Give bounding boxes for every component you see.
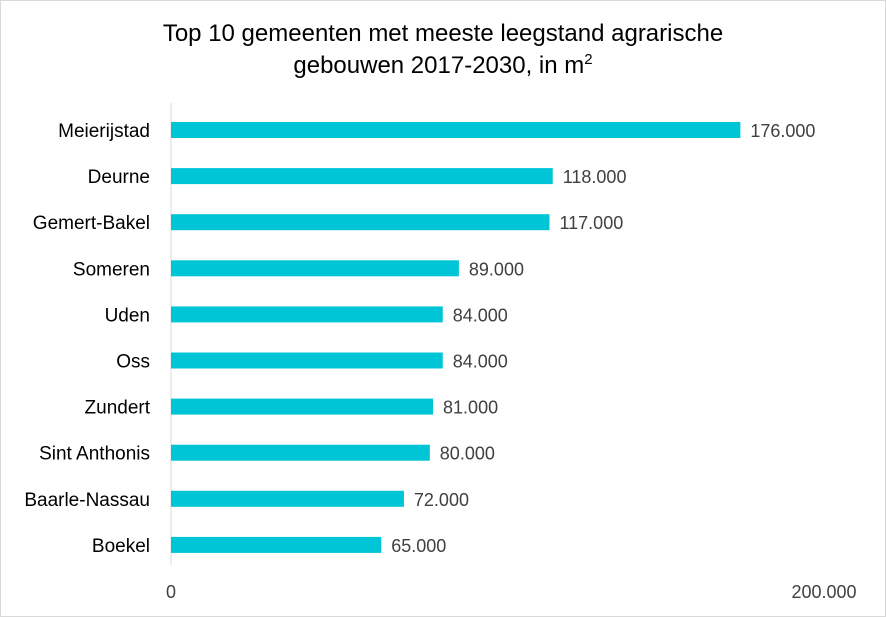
data-label-5: 84.000 — [453, 352, 508, 372]
category-label-5: Oss — [116, 352, 150, 373]
chart-title-line2-text: gebouwen 2017-2030, in m — [293, 52, 585, 79]
data-label-9: 65.000 — [391, 536, 446, 556]
category-label-8: Baarle-Nassau — [24, 490, 150, 511]
bar-1 — [171, 168, 553, 185]
data-label-7: 80.000 — [440, 444, 495, 464]
chart-title-line2: gebouwen 2017-2030, in m2 — [0, 50, 886, 82]
category-label-6: Zundert — [85, 398, 151, 419]
bar-5 — [171, 352, 443, 369]
data-label-6: 81.000 — [443, 398, 498, 418]
chart-title-line1: Top 10 gemeenten met meeste leegstand ag… — [162, 20, 724, 47]
bar-8 — [171, 490, 404, 507]
bar-0 — [171, 122, 741, 138]
category-label-2: Gemert-Bakel — [33, 213, 150, 234]
bar-2 — [171, 214, 550, 231]
data-label-0: 176.000 — [750, 121, 815, 141]
bar-6 — [171, 398, 434, 415]
category-label-0: Meierijstad — [58, 121, 150, 142]
data-label-3: 89.000 — [469, 259, 524, 279]
category-label-3: Someren — [73, 259, 150, 280]
data-label-2: 117.000 — [559, 213, 623, 233]
bar-7 — [171, 444, 430, 461]
x-tick-label-0: 0 — [166, 582, 176, 602]
chart-title: Top 10 gemeenten met meeste leegstand ag… — [0, 18, 886, 82]
bar-3 — [171, 260, 459, 277]
chart-title-superscript: 2 — [584, 51, 593, 68]
bar-9 — [171, 536, 382, 553]
category-label-9: Boekel — [92, 536, 150, 557]
category-label-4: Uden — [105, 305, 150, 326]
x-tick-label-1: 200.000 — [791, 582, 856, 602]
data-label-8: 72.000 — [414, 490, 469, 510]
data-label-4: 84.000 — [453, 305, 508, 325]
data-label-1: 118.000 — [563, 167, 627, 187]
bar-4 — [171, 306, 443, 323]
category-label-7: Sint Anthonis — [39, 444, 150, 465]
category-label-1: Deurne — [88, 167, 150, 188]
